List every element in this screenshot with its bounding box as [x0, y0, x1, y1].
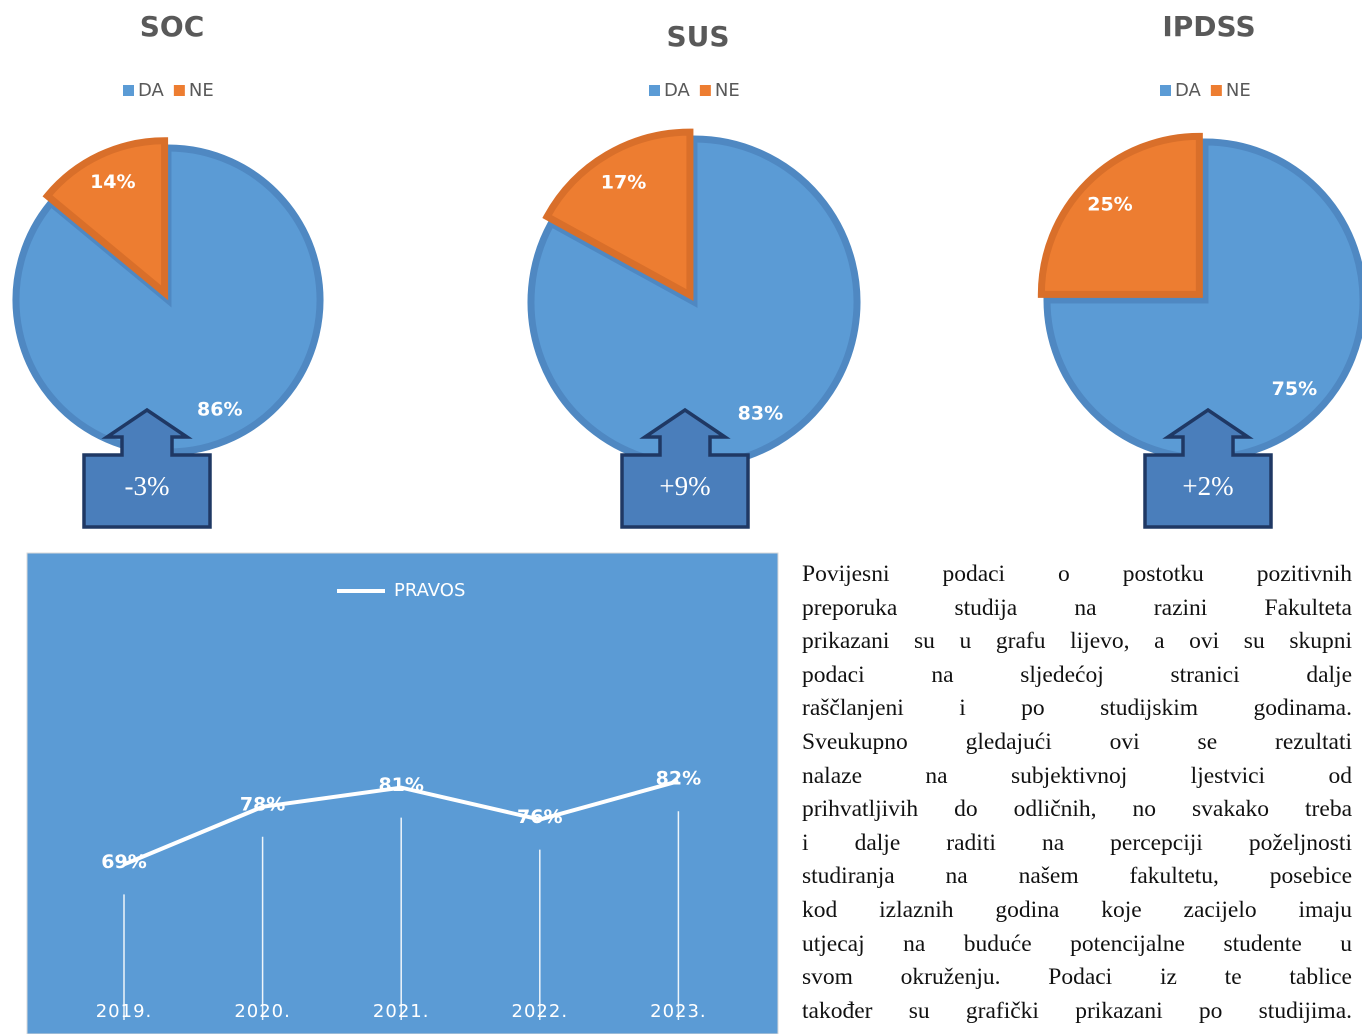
paragraph-line: utjecaj na buduće potencijalne studente …	[802, 930, 1352, 957]
callout-text: +9%	[659, 471, 710, 501]
paragraph: Povijesni podaci o postotku pozitivnih pr…	[802, 558, 1352, 1028]
arrow-callout	[82, 407, 212, 529]
data-label: 69%	[101, 851, 146, 873]
data-label: 75%	[1272, 378, 1317, 400]
x-tick-label: 2023.	[650, 1001, 707, 1022]
x-tick-label: 2020.	[234, 1001, 291, 1022]
chart-background	[26, 552, 779, 1034]
paragraph-line: prihvatljivih do odličnih, no svakako tr…	[802, 796, 1352, 823]
paragraph-line: također su grafički prikazani po studiji…	[802, 997, 1352, 1024]
legend-swatch	[123, 85, 134, 96]
legend-label: NE	[189, 80, 214, 101]
data-label: 82%	[656, 768, 701, 790]
arrow-callout	[1143, 407, 1273, 529]
chart-title: SOC	[140, 10, 205, 43]
data-label: 86%	[197, 399, 242, 421]
data-label: 25%	[1087, 193, 1132, 215]
pie-slice	[542, 128, 694, 302]
legend-label: PRAVOS	[394, 580, 465, 601]
data-label: 83%	[738, 403, 783, 425]
legend-swatch	[173, 85, 185, 96]
data-label: 76%	[517, 806, 562, 828]
pie-slice	[42, 137, 169, 301]
paragraph-line: preporuka studija na razini Fakulteta	[802, 594, 1352, 621]
paragraph-line: i dalje raditi na percepciji poželjnosti	[802, 829, 1352, 856]
data-line	[123, 779, 679, 867]
legend-swatch	[649, 85, 660, 96]
legend-swatch	[699, 85, 711, 96]
legend-label: NE	[715, 80, 740, 101]
arrow-callout	[620, 407, 750, 529]
legend-label: DA	[138, 80, 165, 101]
data-label: 81%	[378, 774, 423, 796]
chart-title: SUS	[666, 20, 729, 53]
pie-slice	[1037, 132, 1203, 298]
pie-slice	[12, 144, 324, 456]
pie-slice	[527, 135, 861, 469]
legend-label: DA	[1175, 80, 1202, 101]
legend-label: DA	[664, 80, 691, 101]
paragraph-line: nalaze na subjektivnoj ljestvici od	[802, 762, 1352, 789]
x-tick-label: 2021.	[373, 1001, 430, 1022]
callout-text: +2%	[1182, 471, 1233, 501]
paragraph-line: podaci na sljedećoj stranici dalje	[802, 661, 1352, 688]
data-label: 78%	[240, 793, 285, 815]
legend-swatch	[1210, 85, 1222, 96]
chart-title: IPDSS	[1162, 10, 1255, 43]
paragraph-line: raščlanjeni i po studijskim godinama.	[802, 695, 1352, 722]
data-label: 14%	[90, 171, 135, 193]
x-tick-label: 2022.	[512, 1001, 569, 1022]
pie-slice	[1043, 138, 1362, 462]
paragraph-line: Sveukupno gledajući ovi se rezultati	[802, 728, 1352, 755]
paragraph-line: studiranja na našem fakultetu, posebice	[802, 863, 1352, 890]
paragraph-line: prikazani su u grafu lijevo, a ovi su sk…	[802, 628, 1352, 655]
paragraph-line: kod izlaznih godina koje zacijelo imaju	[802, 896, 1352, 923]
legend-label: NE	[1226, 80, 1251, 101]
data-label: 17%	[601, 171, 646, 193]
legend-swatch	[1160, 85, 1171, 96]
x-tick-label: 2019.	[96, 1001, 153, 1022]
paragraph-line: Povijesni podaci o postotku pozitivnih	[802, 561, 1352, 587]
callout-text: -3%	[125, 471, 170, 501]
paragraph-line: svom okruženju. Podaci iz te tablice	[802, 964, 1352, 991]
